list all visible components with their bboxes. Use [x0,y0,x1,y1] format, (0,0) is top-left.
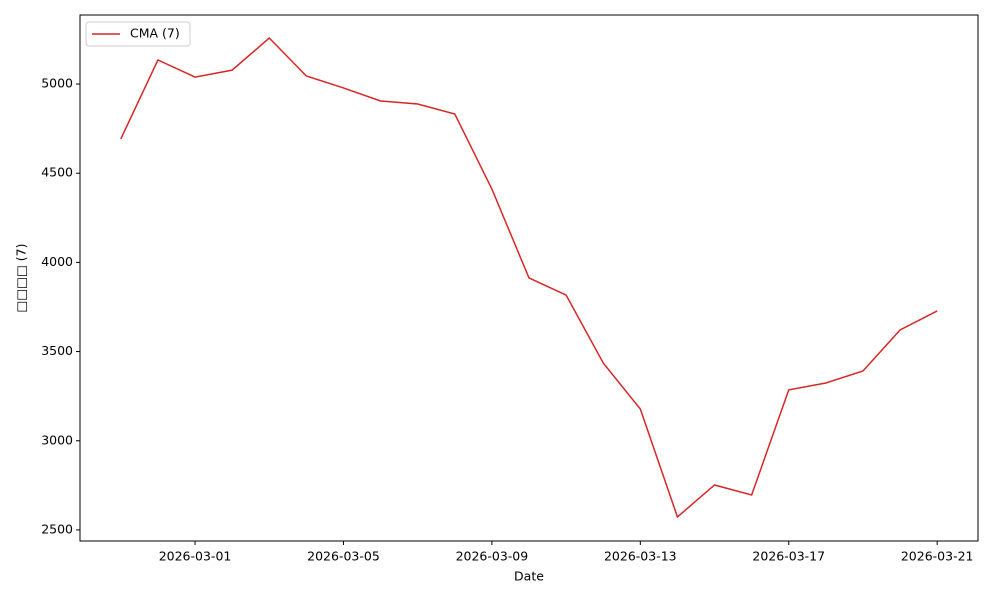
x-tick-label: 2026-03-21 [901,549,974,564]
x-tick-label: 2026-03-13 [604,549,677,564]
y-tick-label: 4000 [41,254,73,269]
y-tick-label: 3500 [41,343,73,358]
x-tick-label: 2026-03-01 [159,549,232,564]
x-tick-label: 2026-03-05 [307,549,380,564]
y-tick-label: 4500 [41,165,73,180]
legend-label: CMA (7) [130,26,180,41]
axes-frame [79,14,979,542]
legend-box [85,21,191,47]
series-line [120,36,938,519]
x-tick-label: 2026-03-17 [752,549,825,564]
y-tick-label: 2500 [41,521,73,536]
x-axis-label: Date [514,569,544,584]
y-tick-label: 3000 [41,432,73,447]
x-tick-label: 2026-03-09 [456,549,529,564]
y-tick-label: 5000 [41,76,73,91]
y-axis-label: □□□□ (7) [14,244,29,313]
